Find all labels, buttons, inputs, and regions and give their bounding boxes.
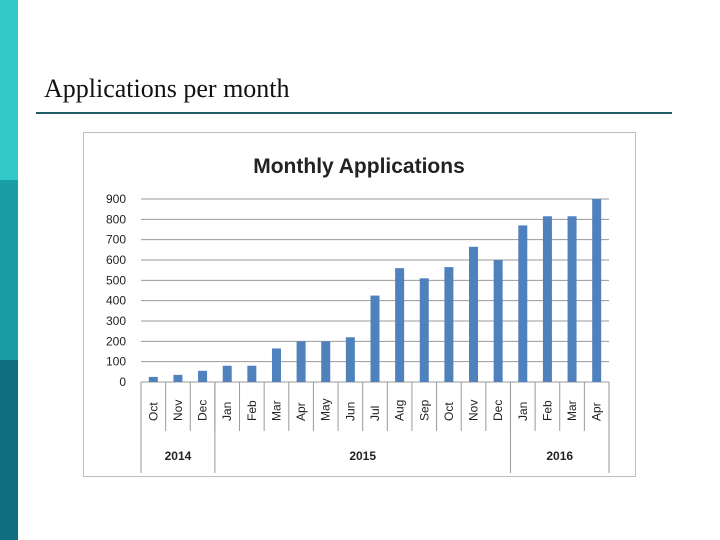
y-tick-label: 600 <box>106 253 126 267</box>
bar-sep <box>419 278 429 382</box>
bar-may <box>321 341 331 382</box>
slide-title: Applications per month <box>44 74 290 103</box>
year-group-label: 2016 <box>546 449 573 463</box>
chart-title: Monthly Applications <box>253 155 465 178</box>
x-tick-label: Apr <box>590 402 604 421</box>
title-underline <box>36 112 672 114</box>
x-tick-label: Oct <box>442 402 456 421</box>
x-tick-label: Jan <box>516 402 530 421</box>
x-tick-label: Jan <box>220 402 234 421</box>
bar-mar <box>271 348 281 382</box>
bar-jan <box>518 225 528 382</box>
chart-frame: Monthly Applications 0 100 200 300 400 500 600 7… <box>83 132 636 477</box>
y-tick-label: 900 <box>106 192 126 206</box>
bar-dec <box>493 260 503 382</box>
sidebar-band-bottom <box>0 360 18 540</box>
monthly-applications-chart: Monthly Applications 0 100 200 300 400 500 600 7… <box>106 155 610 473</box>
bar-apr <box>592 199 602 382</box>
x-tick-label: Mar <box>269 400 283 421</box>
bar-oct <box>444 267 454 382</box>
y-tick-label: 300 <box>106 314 126 328</box>
bar-oct <box>148 376 158 382</box>
x-tick-label: Dec <box>491 400 505 421</box>
x-tick-label: Aug <box>393 400 407 421</box>
x-tick-label: Dec <box>196 400 210 421</box>
y-tick-label: 100 <box>106 355 126 369</box>
sidebar-band-top <box>0 0 18 180</box>
x-tick-label: Sep <box>417 399 431 421</box>
year-group-label: 2014 <box>165 449 192 463</box>
y-tick-label: 200 <box>106 334 126 348</box>
x-tick-label: Feb <box>540 400 554 421</box>
x-tick-label: Oct <box>146 402 160 421</box>
bar-dec <box>198 370 208 382</box>
bar-jul <box>370 295 380 382</box>
bar-jan <box>222 365 232 382</box>
x-tick-label: Nov <box>171 400 185 421</box>
sidebar-accent <box>0 0 18 540</box>
bar-nov <box>469 246 479 382</box>
x-tick-label: Feb <box>245 400 259 421</box>
x-tick-label: Jul <box>368 406 382 421</box>
bar-aug <box>395 268 405 382</box>
y-tick-label: 500 <box>106 273 126 287</box>
y-tick-label: 800 <box>106 212 126 226</box>
sidebar-band-middle <box>0 180 18 360</box>
bar-mar <box>567 216 577 382</box>
bar-feb <box>247 365 257 382</box>
y-tick-label: 700 <box>106 233 126 247</box>
x-tick-label: May <box>319 398 333 421</box>
year-group-label: 2015 <box>349 449 376 463</box>
bar-jun <box>345 337 355 382</box>
y-tick-label: 0 <box>119 375 126 389</box>
bar-apr <box>296 341 306 382</box>
x-tick-label: Jun <box>343 402 357 421</box>
x-tick-label: Apr <box>294 402 308 421</box>
bar-nov <box>173 374 183 382</box>
x-tick-label: Mar <box>565 400 579 421</box>
y-tick-label: 400 <box>106 294 126 308</box>
bar-feb <box>542 216 552 382</box>
x-tick-label: Nov <box>467 400 481 421</box>
